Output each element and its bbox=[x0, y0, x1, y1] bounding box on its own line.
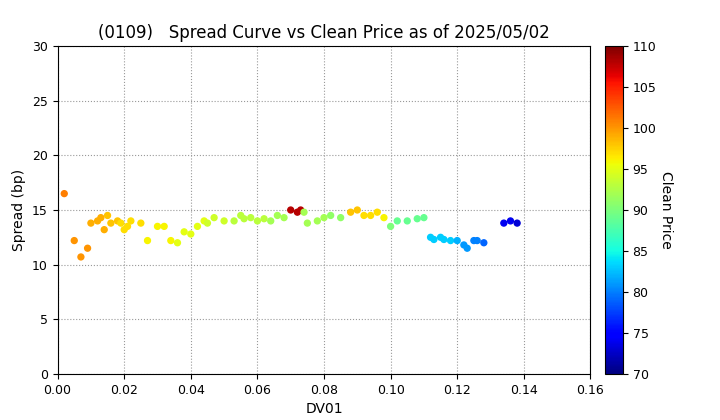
Point bbox=[472, 237, 483, 244]
Point bbox=[179, 228, 190, 235]
Point bbox=[165, 237, 176, 244]
Point bbox=[185, 231, 197, 237]
Point bbox=[218, 218, 230, 224]
Point bbox=[95, 214, 107, 221]
Point bbox=[245, 214, 256, 221]
X-axis label: DV01: DV01 bbox=[305, 402, 343, 416]
Point bbox=[365, 212, 377, 219]
Point bbox=[378, 214, 390, 221]
Point bbox=[68, 237, 80, 244]
Point bbox=[258, 215, 270, 222]
Point bbox=[418, 214, 430, 221]
Point bbox=[271, 212, 283, 219]
Point bbox=[358, 212, 370, 219]
Point bbox=[458, 241, 469, 248]
Point bbox=[335, 214, 346, 221]
Point bbox=[135, 220, 147, 226]
Point bbox=[462, 245, 473, 252]
Point bbox=[125, 218, 137, 224]
Point bbox=[298, 209, 310, 215]
Point bbox=[102, 212, 113, 219]
Point bbox=[345, 209, 356, 215]
Point bbox=[118, 226, 130, 233]
Point bbox=[428, 236, 440, 243]
Point bbox=[425, 234, 436, 241]
Point bbox=[505, 218, 516, 224]
Point bbox=[202, 220, 213, 226]
Point bbox=[295, 207, 307, 213]
Point bbox=[192, 223, 203, 230]
Point bbox=[498, 220, 510, 226]
Point bbox=[451, 237, 463, 244]
Point bbox=[312, 218, 323, 224]
Point bbox=[351, 207, 363, 213]
Point bbox=[75, 254, 86, 260]
Y-axis label: Clean Price: Clean Price bbox=[659, 171, 673, 249]
Point bbox=[265, 218, 276, 224]
Point bbox=[302, 220, 313, 226]
Point bbox=[438, 236, 449, 243]
Point bbox=[411, 215, 423, 222]
Point bbox=[238, 215, 250, 222]
Point bbox=[285, 207, 297, 213]
Point bbox=[198, 218, 210, 224]
Point bbox=[122, 223, 133, 230]
Point bbox=[278, 214, 289, 221]
Point bbox=[252, 218, 264, 224]
Point bbox=[58, 190, 70, 197]
Point bbox=[392, 218, 403, 224]
Point bbox=[208, 214, 220, 221]
Point bbox=[85, 220, 96, 226]
Point bbox=[468, 237, 480, 244]
Point bbox=[445, 237, 456, 244]
Point bbox=[318, 214, 330, 221]
Point bbox=[171, 239, 183, 246]
Point bbox=[235, 212, 246, 219]
Point bbox=[152, 223, 163, 230]
Point bbox=[99, 226, 110, 233]
Point bbox=[478, 239, 490, 246]
Title: (0109)   Spread Curve vs Clean Price as of 2025/05/02: (0109) Spread Curve vs Clean Price as of… bbox=[98, 24, 550, 42]
Point bbox=[435, 234, 446, 241]
Point bbox=[385, 223, 397, 230]
Point bbox=[82, 245, 94, 252]
Point bbox=[105, 220, 117, 226]
Point bbox=[92, 218, 104, 224]
Point bbox=[115, 220, 127, 226]
Point bbox=[511, 220, 523, 226]
Point bbox=[325, 212, 336, 219]
Point bbox=[372, 209, 383, 215]
Point bbox=[158, 223, 170, 230]
Y-axis label: Spread (bp): Spread (bp) bbox=[12, 169, 27, 251]
Point bbox=[402, 218, 413, 224]
Point bbox=[112, 218, 123, 224]
Point bbox=[292, 209, 303, 215]
Point bbox=[228, 218, 240, 224]
Point bbox=[142, 237, 153, 244]
